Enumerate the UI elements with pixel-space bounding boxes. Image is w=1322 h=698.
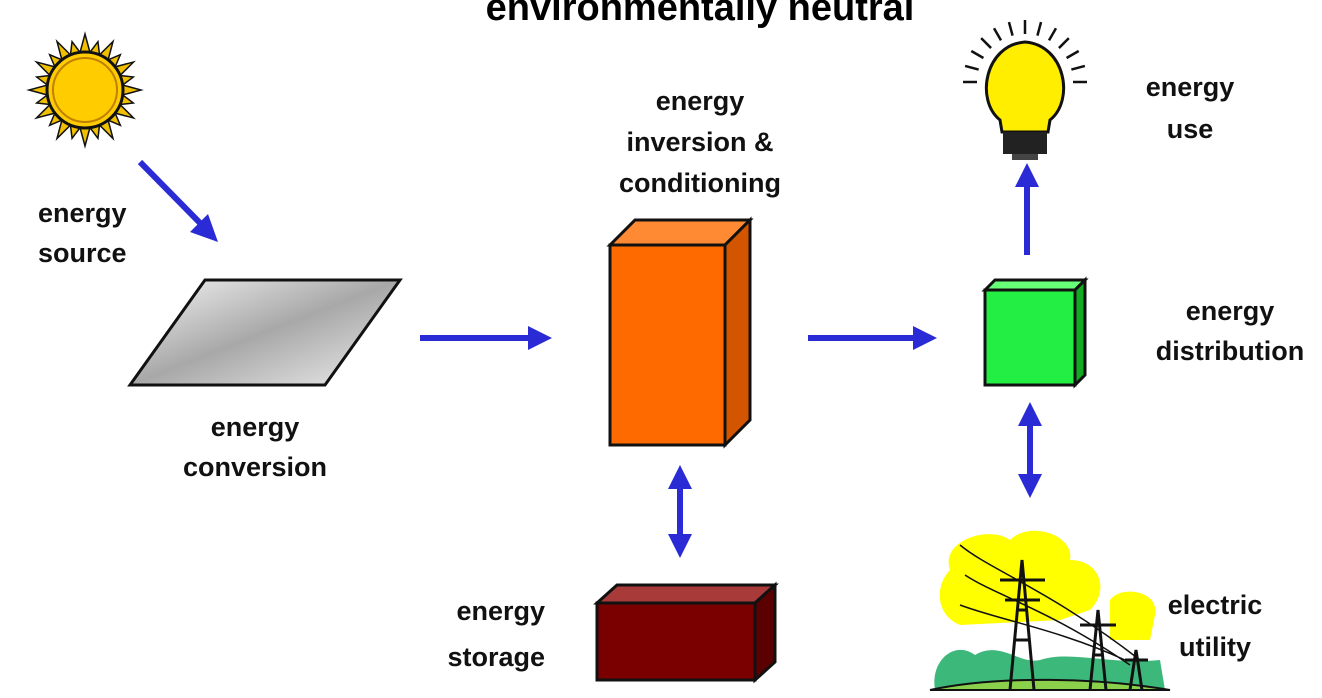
bulb-ray (980, 37, 992, 49)
light-bulb (963, 20, 1087, 160)
solar-panel (127, 278, 403, 387)
sun-ray (79, 31, 91, 54)
node-label: inversion & (626, 127, 773, 157)
node-label: use (1167, 114, 1214, 144)
bulb-ray (1071, 64, 1086, 71)
electric-utility-icon (929, 530, 1171, 691)
sun-ray (26, 84, 49, 96)
node-label: conditioning (619, 168, 781, 198)
bulb-ray (964, 64, 979, 71)
node-label: energy (1186, 296, 1275, 326)
inverter-box (606, 216, 754, 449)
bulb-ray (1047, 27, 1058, 42)
arrows (137, 159, 1042, 558)
bulb-ray (1058, 37, 1070, 49)
sun-inner (52, 57, 118, 123)
title: environmentally neutral (486, 0, 915, 29)
node-label: energy (38, 198, 127, 228)
bulb-ray (1036, 21, 1043, 36)
sun-ray (121, 84, 144, 96)
node-label: distribution (1156, 336, 1304, 366)
node-label: energy (456, 596, 545, 626)
bulb-ray (1007, 21, 1014, 36)
storage-box (593, 581, 779, 684)
node-label: utility (1179, 632, 1251, 662)
node-label: storage (447, 642, 545, 672)
distribution-box (981, 276, 1089, 389)
node-label: energy (656, 86, 745, 116)
node-label: energy (1146, 72, 1235, 102)
bulb-ray (992, 27, 1003, 42)
sun-icon (26, 31, 144, 149)
bulb-ray (970, 49, 985, 60)
sun-disc (45, 50, 125, 130)
node-label: conversion (183, 452, 327, 482)
bulb-ray (1065, 49, 1080, 60)
node-label: source (38, 238, 127, 268)
node-label: energy (211, 412, 300, 442)
sun-ray (79, 126, 91, 149)
node-label: electric (1168, 590, 1263, 620)
